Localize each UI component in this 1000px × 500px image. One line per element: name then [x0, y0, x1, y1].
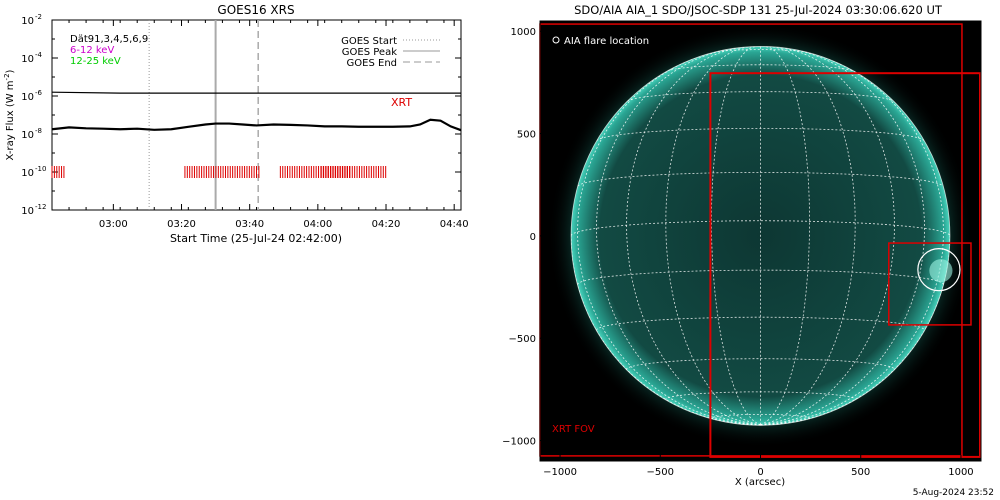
x-tick-label: −1000: [543, 467, 577, 478]
x-tick-label: 500: [851, 467, 870, 478]
grid-line: [577, 269, 944, 285]
y-axis-label-main: X-ray Flux (W m: [5, 80, 16, 160]
y-axis-label-close: ): [5, 69, 16, 73]
aia-x-axis: −1000 −500 0 500 1000: [543, 455, 974, 478]
grid-line: [626, 47, 761, 426]
x-tick-label: 03:00: [99, 219, 128, 230]
x-tick-label: 04:40: [440, 219, 469, 230]
event-legend-label: GOES Peak: [342, 47, 397, 58]
goes-event-markers: [148, 20, 259, 210]
y-tick-exponent: -10: [35, 165, 46, 173]
xrt-series-label: XRT: [391, 96, 412, 109]
x-tick-label: 0: [757, 467, 763, 478]
channel-legend-entry: Dät91,3,4,5,6,9: [70, 34, 148, 45]
y-tick-exponent: -2: [35, 13, 42, 21]
grid-line: [595, 49, 761, 426]
grid-line: [666, 64, 855, 72]
flux-series-line: [51, 91, 461, 94]
grid-line: [760, 46, 856, 426]
grid-line: [711, 46, 761, 426]
grid-line: [665, 46, 761, 426]
y-tick-label: −500: [509, 334, 536, 345]
grid-line: [577, 54, 761, 426]
y-tick-label: 10: [21, 54, 34, 65]
x-tick-label: 04:20: [372, 219, 401, 230]
x-tick-label: 1000: [948, 467, 973, 478]
y-tick-exponent: -6: [35, 89, 43, 97]
channel-legend-entry: 6-12 keV: [70, 45, 114, 56]
event-legend-label: GOES Start: [341, 36, 397, 47]
grid-line: [711, 414, 810, 420]
flare-region-box: [888, 242, 972, 326]
grid-line: [760, 47, 895, 426]
y-tick-exponent: -12: [35, 203, 46, 211]
goes-x-axis: 03:00 03:20 03:40 04:00 04:20 04:40: [51, 20, 469, 230]
goes-x-axis-label: Start Time (25-Jul-24 02:42:00): [170, 232, 342, 245]
x-tick-label: 04:00: [303, 219, 332, 230]
aia-y-axis: 1000 500 0 −500 −1000: [502, 27, 546, 448]
heliographic-grid: [570, 46, 951, 426]
flare-location-circle: [917, 248, 961, 292]
grid-line: [760, 46, 810, 426]
aia-legend: AIA flare location: [552, 36, 649, 47]
y-tick-label: 10: [21, 206, 34, 217]
y-tick-exponent: -4: [35, 51, 43, 59]
event-legend-label: GOES End: [347, 58, 397, 69]
legend-label: AIA flare location: [564, 36, 649, 47]
x-tick-label: 03:20: [167, 219, 196, 230]
grid-line: [596, 316, 925, 331]
flare-location-marker: [917, 248, 961, 292]
x-tick-label: −500: [647, 467, 674, 478]
y-tick-label: 500: [517, 130, 536, 141]
y-tick-exponent: -8: [35, 127, 42, 135]
y-tick-label: 10: [21, 168, 34, 179]
goes-series-group: [51, 91, 462, 132]
y-tick-label: 10: [21, 92, 34, 103]
xrt-fov-label: XRT FOV: [552, 424, 595, 435]
y-tick-label: 10: [21, 16, 34, 27]
y-axis-label-exponent: -2: [3, 73, 11, 80]
goes-chart-title: GOES16 XRS: [217, 3, 294, 17]
generation-timestamp: 5-Aug-2024 23:52: [912, 488, 994, 498]
legend-circle-symbol: [552, 36, 560, 44]
x-tick-label: 03:40: [235, 219, 264, 230]
y-tick-label: 10: [21, 130, 34, 141]
aia-image-chart: SDO/AIA AIA_1 SDO/JSOC-SDP 131 25-Jul-20…: [502, 3, 982, 488]
flux-series-line: [51, 118, 462, 132]
y-tick-label: −1000: [502, 437, 536, 448]
aia-chart-title: SDO/AIA AIA_1 SDO/JSOC-SDP 131 25-Jul-20…: [574, 3, 943, 17]
grid-line: [713, 418, 761, 426]
xrt-coverage-bars: [51, 166, 387, 178]
channel-legend-entry: 12-25 keV: [70, 56, 121, 67]
flare-brightening: [929, 259, 953, 283]
y-tick-label: 1000: [511, 27, 536, 38]
xrt-fov-box: [709, 72, 981, 458]
aia-x-axis-label: X (arcsec): [735, 477, 785, 488]
solar-limb: [570, 46, 951, 426]
y-tick-label: 0: [530, 232, 536, 243]
goes-y-axis-label: X-ray Flux (W m-2): [3, 69, 16, 160]
grid-line: [760, 49, 926, 426]
